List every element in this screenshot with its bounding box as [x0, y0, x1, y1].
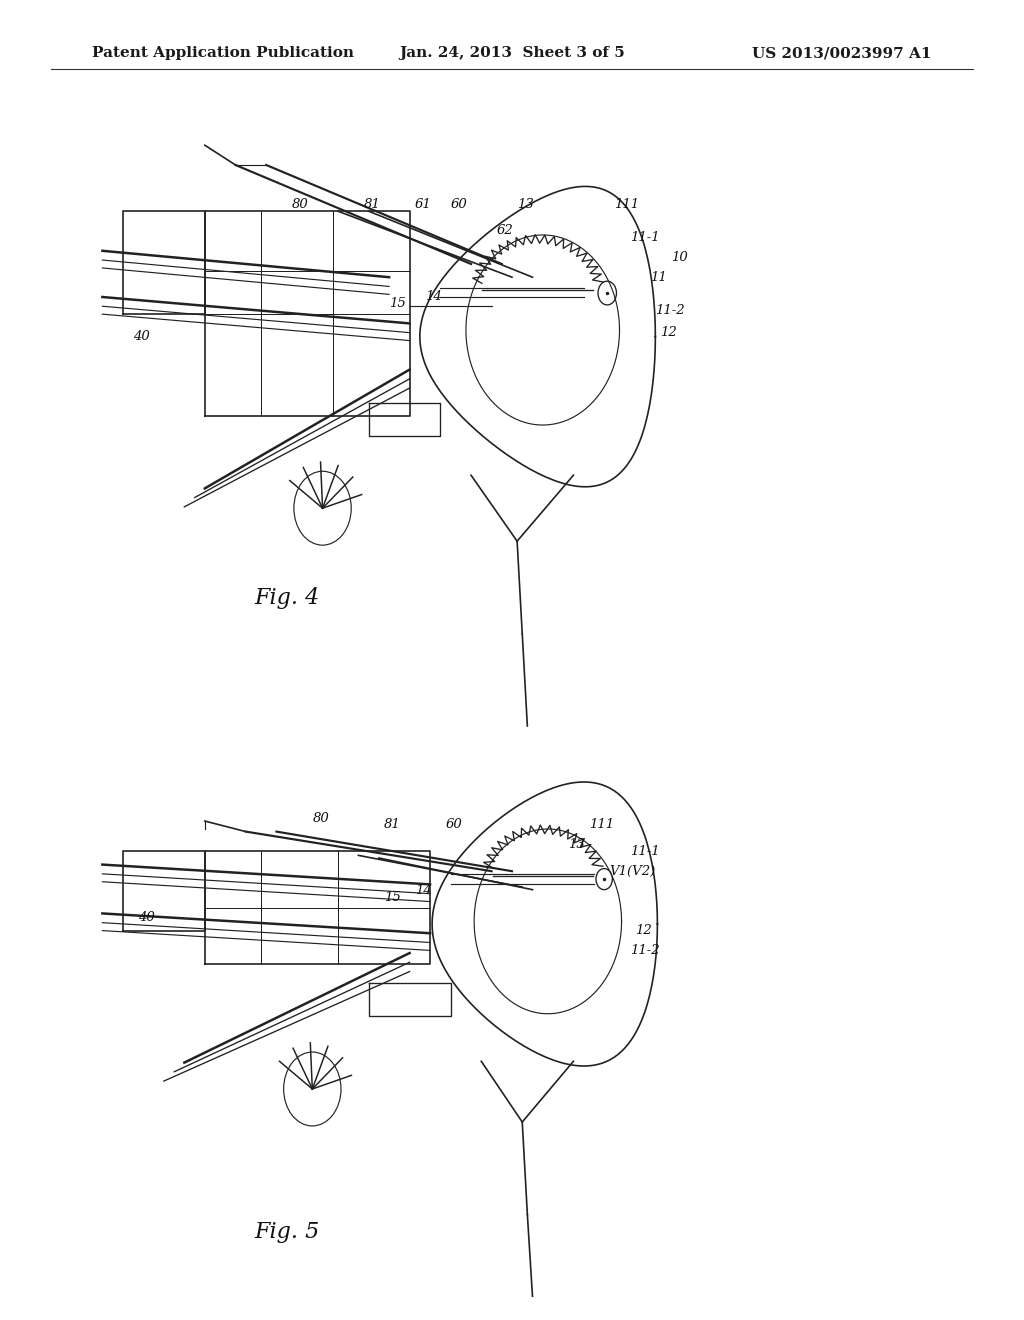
- Text: 11-2: 11-2: [630, 944, 659, 957]
- Text: 11-1: 11-1: [630, 845, 659, 858]
- Text: 111: 111: [589, 818, 614, 832]
- Text: 15: 15: [389, 297, 406, 310]
- Text: Fig. 5: Fig. 5: [254, 1221, 319, 1243]
- Text: 15: 15: [384, 891, 400, 904]
- Text: 14: 14: [415, 884, 431, 898]
- Text: Fig. 4: Fig. 4: [254, 587, 319, 610]
- Text: 13: 13: [568, 838, 585, 851]
- Text: 40: 40: [133, 330, 150, 343]
- Text: 11: 11: [650, 271, 667, 284]
- Text: V1(V2): V1(V2): [609, 865, 655, 878]
- Text: US 2013/0023997 A1: US 2013/0023997 A1: [753, 46, 932, 61]
- Text: 80: 80: [292, 198, 308, 211]
- Text: 62: 62: [497, 224, 513, 238]
- Text: 40: 40: [138, 911, 155, 924]
- Text: 10: 10: [671, 251, 687, 264]
- Text: 12: 12: [635, 924, 651, 937]
- Text: 80: 80: [312, 812, 329, 825]
- Text: 13: 13: [517, 198, 534, 211]
- Text: Patent Application Publication: Patent Application Publication: [92, 46, 354, 61]
- Text: 81: 81: [384, 818, 400, 832]
- Text: 11-2: 11-2: [655, 304, 685, 317]
- Text: 111: 111: [614, 198, 640, 211]
- Text: 61: 61: [415, 198, 431, 211]
- Text: 81: 81: [364, 198, 380, 211]
- Text: Jan. 24, 2013  Sheet 3 of 5: Jan. 24, 2013 Sheet 3 of 5: [399, 46, 625, 61]
- Text: 12: 12: [660, 326, 677, 339]
- Text: 14: 14: [425, 290, 441, 304]
- Text: 11-1: 11-1: [630, 231, 659, 244]
- Text: 60: 60: [445, 818, 462, 832]
- Text: 60: 60: [451, 198, 467, 211]
